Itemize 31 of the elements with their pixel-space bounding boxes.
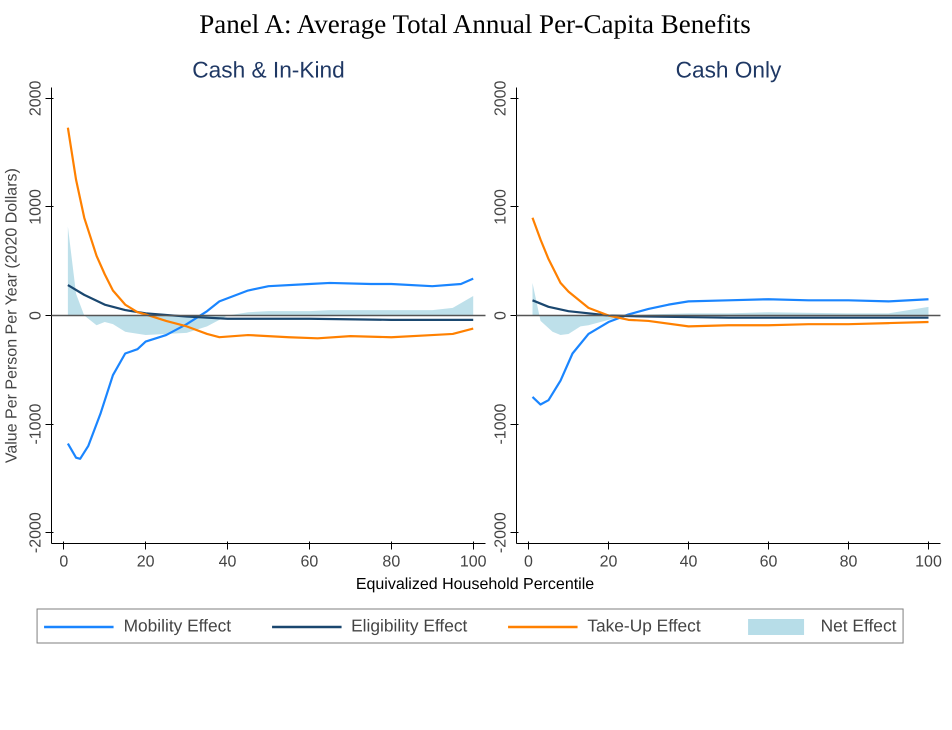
y-tick-label: -1000 bbox=[492, 403, 510, 444]
x-tick-label: 20 bbox=[600, 553, 618, 570]
y-tick-label: 1000 bbox=[28, 188, 44, 224]
y-tick-label: 2000 bbox=[492, 80, 510, 116]
x-tick-label: 60 bbox=[300, 553, 318, 570]
y-tick-label: 0 bbox=[492, 310, 510, 320]
chart-title: Cash & In-Kind bbox=[192, 56, 345, 82]
x-tick-label: 40 bbox=[680, 553, 698, 570]
x-axis-title: Equivalized Household Percentile bbox=[356, 574, 594, 595]
text: Panel A: Average Total Annual Per-Capita Benefits bbox=[199, 8, 751, 41]
x-tick-label: 40 bbox=[218, 553, 237, 570]
x-tick-label: 0 bbox=[59, 553, 68, 570]
legend-label: Net Effect bbox=[820, 616, 896, 637]
y-tick-label: 0 bbox=[28, 310, 44, 320]
chart-title: Cash Only bbox=[676, 56, 782, 82]
legend-label: Eligibility Effect bbox=[351, 616, 468, 637]
y-tick-label: -1000 bbox=[28, 403, 44, 444]
x-tick-label: 60 bbox=[760, 553, 778, 570]
x-tick-label: 100 bbox=[460, 553, 487, 570]
y-tick-label: -2000 bbox=[492, 512, 510, 553]
y-tick-label: -2000 bbox=[28, 512, 44, 553]
x-tick-label: 100 bbox=[915, 553, 942, 570]
y-tick-label: 2000 bbox=[28, 80, 44, 116]
y-tick-label: 1000 bbox=[492, 188, 510, 224]
x-tick-label: 0 bbox=[524, 553, 534, 570]
x-tick-label: 80 bbox=[382, 553, 400, 570]
x-tick-label: 80 bbox=[840, 553, 858, 570]
legend-label: Take-Up Effect bbox=[587, 616, 701, 637]
y-axis-title: Value Per Person Per Year (2020 Dollars) bbox=[4, 168, 20, 463]
x-tick-label: 20 bbox=[136, 553, 155, 570]
legend-label: Mobility Effect bbox=[124, 616, 232, 637]
